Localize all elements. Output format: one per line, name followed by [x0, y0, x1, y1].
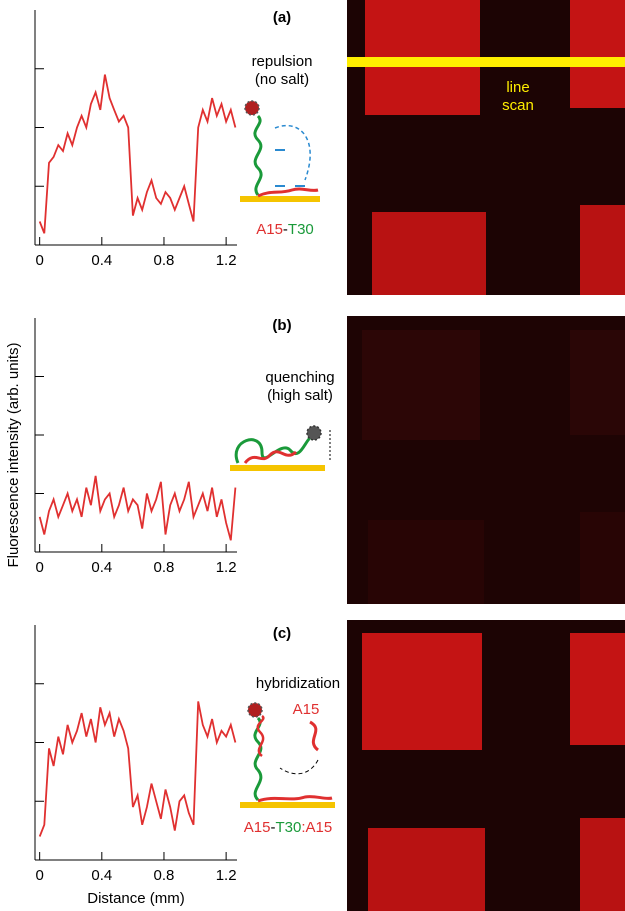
caption: repulsion — [252, 53, 313, 70]
image-label: scan — [502, 97, 534, 114]
caption: (no salt) — [255, 71, 309, 88]
panel-label: (a) — [273, 9, 291, 26]
x-tick-label: 1.2 — [216, 559, 237, 576]
strand-part: A15 — [256, 221, 283, 238]
x-tick-label: 0.8 — [154, 867, 175, 884]
x-tick-label: 0.4 — [91, 559, 112, 576]
x-tick-label: 0 — [35, 252, 43, 269]
panel-label: (c) — [273, 625, 291, 642]
x-tick-label: 0 — [35, 867, 43, 884]
strand-part: A15 — [244, 819, 271, 836]
strand-part: - — [283, 221, 288, 238]
strand-part: :A15 — [301, 819, 332, 836]
diagram-b — [230, 425, 331, 471]
caption: quenching — [265, 369, 334, 386]
y-axis-label: Fluorescence intensity (arb. units) — [5, 342, 22, 567]
caption: hybridization — [256, 675, 340, 692]
trace — [38, 74, 237, 234]
diagram-c — [240, 702, 335, 808]
image-c — [347, 620, 625, 911]
trace — [38, 475, 237, 541]
image-a — [347, 0, 625, 295]
x-tick-label: 0.8 — [154, 252, 175, 269]
strand-label: A15-T30 — [256, 221, 314, 238]
x-tick-label: 0.4 — [91, 252, 112, 269]
image-label: line — [506, 79, 529, 96]
probe-label: A15 — [293, 701, 320, 718]
diagram-a — [240, 100, 320, 202]
strand-part: - — [270, 819, 275, 836]
x-tick-label: 0.4 — [91, 867, 112, 884]
x-axis-label: Distance (mm) — [87, 890, 185, 907]
x-tick-label: 1.2 — [216, 252, 237, 269]
strand-label: A15-T30:A15 — [244, 819, 332, 836]
panel-label: (b) — [272, 317, 291, 334]
caption: (high salt) — [267, 387, 333, 404]
x-tick-label: 0.8 — [154, 559, 175, 576]
image-b — [347, 316, 625, 604]
x-tick-label: 1.2 — [216, 867, 237, 884]
strand-part: T30 — [288, 221, 314, 238]
strand-part: T30 — [275, 819, 301, 836]
x-tick-label: 0 — [35, 559, 43, 576]
trace — [38, 701, 237, 837]
